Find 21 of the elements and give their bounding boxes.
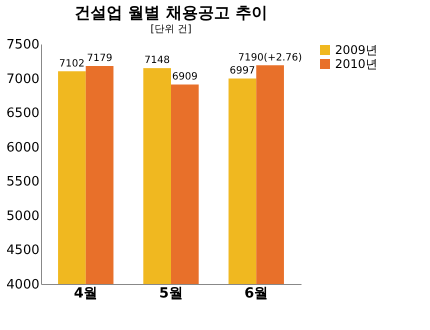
- x-tick-label: 6월: [244, 286, 268, 302]
- legend-label: 2009년: [335, 43, 378, 57]
- y-tick-label: 6000: [6, 140, 40, 156]
- legend-label: 2010년: [335, 57, 378, 71]
- y-tick-label: 6500: [6, 106, 40, 122]
- y-tick-label: 5500: [6, 174, 40, 190]
- chart-subtitle: [단위 건]: [150, 24, 192, 35]
- data-label: 6997: [230, 65, 256, 76]
- chart-title: 건설업 월별 채용공고 추이: [74, 3, 268, 22]
- x-tick-label: 4월: [74, 286, 98, 302]
- data-label: 7148: [144, 55, 170, 66]
- y-tick-label: 7500: [6, 38, 40, 52]
- y-tick-label: 7000: [6, 72, 40, 87]
- y-tick-label: 4500: [6, 243, 40, 258]
- data-label: 7102: [59, 58, 85, 70]
- y-tick-label: 4000: [6, 278, 40, 292]
- x-tick-label: 5월: [159, 286, 183, 302]
- y-tick-label: 5000: [6, 208, 40, 224]
- data-label: 7179: [86, 53, 112, 64]
- data-label: 6909: [172, 72, 198, 83]
- data-label: 7190(+2.76): [238, 52, 302, 64]
